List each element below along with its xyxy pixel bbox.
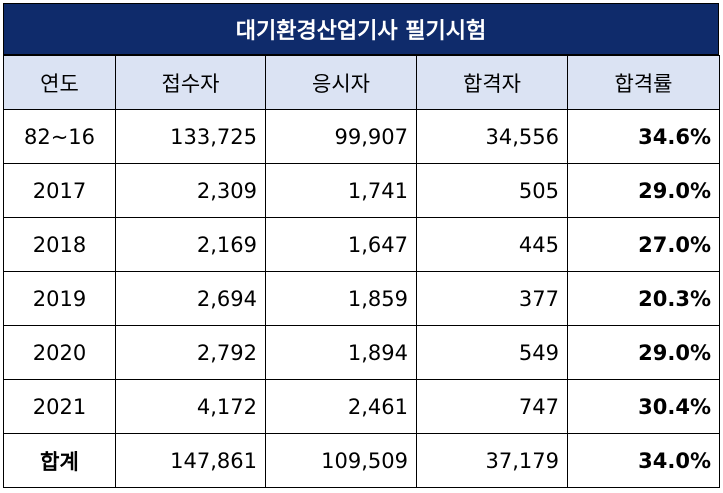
- cell-pass-rate: 20.3%: [567, 271, 720, 326]
- table-row: 2021 4,172 2,461 747 30.4%: [3, 379, 720, 434]
- cell-total-label: 합계: [3, 433, 116, 488]
- cell-pass-rate: 30.4%: [567, 379, 720, 434]
- table-row: 82~16 133,725 99,907 34,556 34.6%: [3, 109, 720, 164]
- cell-examinees: 1,859: [265, 271, 417, 326]
- table-row: 2018 2,169 1,647 445 27.0%: [3, 217, 720, 272]
- cell-applicants: 2,309: [115, 163, 266, 218]
- exam-stats-table-container: 대기환경산업기사 필기시험 연도 접수자 응시자 합격자 합격률 82~16 1…: [3, 3, 720, 488]
- cell-applicants: 2,694: [115, 271, 266, 326]
- cell-passed: 505: [416, 163, 568, 218]
- table-row: 2017 2,309 1,741 505 29.0%: [3, 163, 720, 218]
- exam-stats-table: 연도 접수자 응시자 합격자 합격률 82~16 133,725 99,907 …: [3, 55, 720, 488]
- cell-year: 2020: [3, 325, 116, 380]
- header-pass-rate: 합격률: [567, 55, 720, 110]
- cell-pass-rate: 29.0%: [567, 163, 720, 218]
- cell-applicants: 133,725: [115, 109, 266, 164]
- cell-year: 2021: [3, 379, 116, 434]
- cell-total-pass-rate: 34.0%: [567, 433, 720, 488]
- cell-passed: 445: [416, 217, 568, 272]
- cell-examinees: 1,741: [265, 163, 417, 218]
- table-row: 2019 2,694 1,859 377 20.3%: [3, 271, 720, 326]
- cell-examinees: 1,647: [265, 217, 417, 272]
- cell-pass-rate: 27.0%: [567, 217, 720, 272]
- cell-passed: 549: [416, 325, 568, 380]
- cell-year: 2018: [3, 217, 116, 272]
- cell-pass-rate: 29.0%: [567, 325, 720, 380]
- cell-passed: 747: [416, 379, 568, 434]
- cell-total-examinees: 109,509: [265, 433, 417, 488]
- header-passed: 합격자: [416, 55, 568, 110]
- cell-examinees: 2,461: [265, 379, 417, 434]
- table-row: 2020 2,792 1,894 549 29.0%: [3, 325, 720, 380]
- cell-examinees: 99,907: [265, 109, 417, 164]
- total-row: 합계 147,861 109,509 37,179 34.0%: [3, 433, 720, 488]
- cell-passed: 34,556: [416, 109, 568, 164]
- header-examinees: 응시자: [265, 55, 417, 110]
- cell-examinees: 1,894: [265, 325, 417, 380]
- cell-applicants: 4,172: [115, 379, 266, 434]
- header-year: 연도: [3, 55, 116, 110]
- cell-total-passed: 37,179: [416, 433, 568, 488]
- cell-pass-rate: 34.6%: [567, 109, 720, 164]
- cell-passed: 377: [416, 271, 568, 326]
- cell-applicants: 2,169: [115, 217, 266, 272]
- header-row: 연도 접수자 응시자 합격자 합격률: [3, 55, 720, 110]
- header-applicants: 접수자: [115, 55, 266, 110]
- cell-total-applicants: 147,861: [115, 433, 266, 488]
- cell-year: 2017: [3, 163, 116, 218]
- cell-applicants: 2,792: [115, 325, 266, 380]
- cell-year: 2019: [3, 271, 116, 326]
- table-title: 대기환경산업기사 필기시험: [3, 3, 719, 55]
- cell-year: 82~16: [3, 109, 116, 164]
